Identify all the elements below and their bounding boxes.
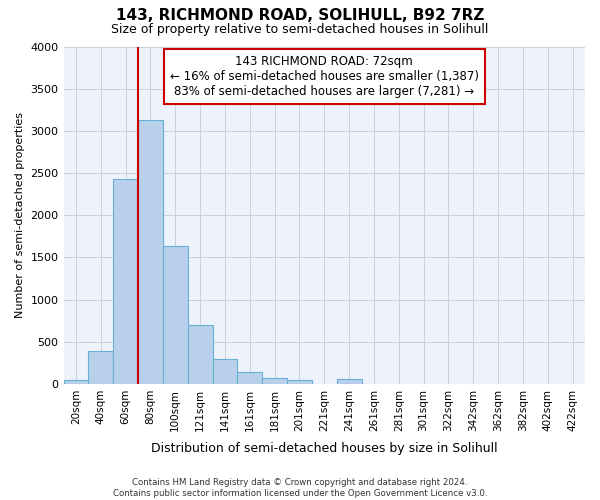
X-axis label: Distribution of semi-detached houses by size in Solihull: Distribution of semi-detached houses by …: [151, 442, 497, 455]
Bar: [88, 351, 113, 384]
Bar: [138, 120, 163, 384]
Bar: [238, 372, 262, 384]
Bar: [188, 325, 212, 384]
Text: 143, RICHMOND ROAD, SOLIHULL, B92 7RZ: 143, RICHMOND ROAD, SOLIHULL, B92 7RZ: [116, 8, 484, 22]
Bar: [287, 380, 312, 384]
Text: Contains HM Land Registry data © Crown copyright and database right 2024.
Contai: Contains HM Land Registry data © Crown c…: [113, 478, 487, 498]
Bar: [212, 358, 238, 384]
Bar: [163, 246, 188, 384]
Text: 143 RICHMOND ROAD: 72sqm
← 16% of semi-detached houses are smaller (1,387)
83% o: 143 RICHMOND ROAD: 72sqm ← 16% of semi-d…: [170, 55, 479, 98]
Bar: [113, 179, 138, 384]
Bar: [64, 380, 88, 384]
Y-axis label: Number of semi-detached properties: Number of semi-detached properties: [15, 112, 25, 318]
Bar: [337, 380, 362, 384]
Text: Size of property relative to semi-detached houses in Solihull: Size of property relative to semi-detach…: [112, 22, 488, 36]
Bar: [262, 378, 287, 384]
